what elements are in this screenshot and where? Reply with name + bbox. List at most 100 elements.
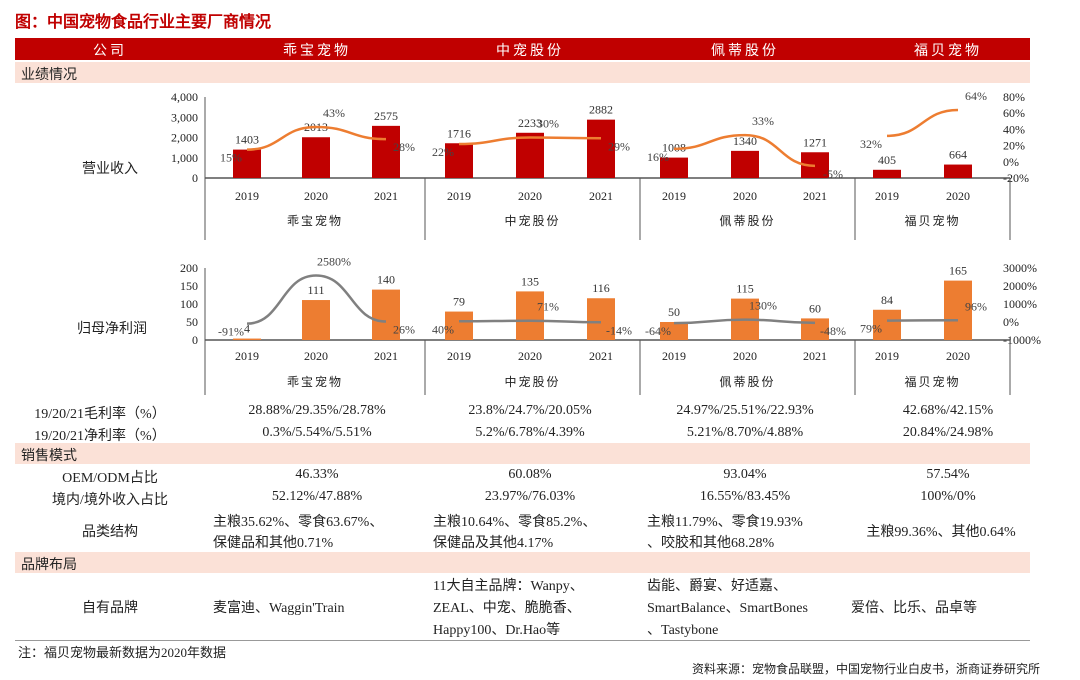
net-margin-3: 5.21%/8.70%/4.88%	[686, 425, 804, 440]
growth-line	[673, 318, 816, 325]
header-company-4: 福贝宠物	[914, 44, 982, 59]
x-tick-label: 2019	[447, 189, 471, 203]
bar-value-label: 116	[592, 281, 610, 295]
growth-label: 43%	[323, 106, 345, 120]
bar	[302, 300, 330, 340]
bar	[587, 119, 615, 178]
growth-label: 96%	[965, 299, 987, 313]
growth-label: -48%	[820, 324, 846, 338]
header-company-2: 中宠股份	[496, 44, 564, 59]
group-label: 福贝宠物	[904, 213, 960, 228]
row-label-net-margin: 19/20/21净利率（%）	[34, 429, 166, 444]
domestic-2: 23.97%/76.03%	[484, 489, 576, 504]
domestic-1: 52.12%/47.88%	[271, 489, 363, 504]
bar	[944, 280, 972, 340]
growth-label: -91%	[218, 325, 244, 339]
brands-1: 麦富迪、Waggin'Train	[213, 601, 345, 616]
bar	[516, 132, 544, 178]
x-tick-label: 2020	[518, 349, 542, 363]
domestic-3: 16.55%/83.45%	[699, 489, 791, 504]
category-2-line1: 主粮10.64%、零食85.2%、	[433, 515, 597, 530]
x-tick-label: 2020	[946, 349, 970, 363]
growth-label: 33%	[752, 114, 774, 128]
brands-2-line1: 11大自主品牌：Wanpy、	[433, 579, 584, 594]
brands-2-line2: ZEAL、中宠、脆脆香、	[433, 601, 581, 616]
bar-value-label: 115	[736, 282, 754, 296]
category-1-line1: 主粮35.62%、零食63.67%、	[213, 515, 384, 530]
growth-line	[246, 274, 387, 325]
growth-label: 79%	[860, 322, 882, 336]
x-tick-label: 2019	[875, 349, 899, 363]
bar-value-label: 140	[377, 273, 395, 287]
group-label: 乖宝宠物	[287, 213, 343, 228]
bar	[944, 164, 972, 178]
growth-label: 16%	[647, 150, 669, 164]
growth-line	[458, 319, 602, 324]
domestic-4: 100%/0%	[920, 489, 976, 504]
bar	[731, 150, 759, 178]
growth-label: -5%	[823, 167, 843, 181]
bar	[660, 157, 688, 178]
y-tick-label: 0	[192, 171, 198, 185]
bar-value-label: 165	[949, 264, 967, 278]
growth-line	[886, 108, 959, 138]
row-label-category: 品类结构	[82, 525, 138, 540]
y2-tick-label: 60%	[1003, 106, 1025, 120]
row-label-domestic: 境内/境外收入占比	[52, 493, 168, 508]
bar	[587, 298, 615, 340]
group-label: 福贝宠物	[904, 374, 960, 389]
y2-tick-label: -1000%	[1003, 333, 1041, 347]
bar	[372, 289, 400, 340]
section-label: 销售模式	[21, 449, 77, 464]
growth-label: 2580%	[317, 255, 351, 269]
x-tick-label: 2021	[589, 349, 613, 363]
row-label-gross-margin: 19/20/21毛利率（%）	[34, 407, 166, 422]
y-tick-label: 2,000	[171, 131, 198, 145]
bar	[302, 137, 330, 178]
growth-label: 32%	[860, 137, 882, 151]
bar-value-label: 111	[307, 283, 324, 297]
bar-value-label: 50	[668, 305, 680, 319]
brands-3-line3: 、Tastybone	[647, 623, 719, 638]
brands-2-line3: Happy100、Dr.Hao等	[433, 623, 561, 638]
x-tick-label: 2020	[946, 189, 970, 203]
category-2-line2: 保健品及其他4.17%	[433, 536, 554, 551]
bar-value-label: 60	[809, 301, 821, 315]
growth-label: 30%	[537, 117, 559, 131]
bar-value-label: 2575	[374, 109, 398, 123]
group-label: 佩蒂股份	[719, 375, 775, 389]
x-tick-label: 2019	[235, 349, 259, 363]
x-tick-label: 2019	[662, 189, 686, 203]
category-1-line2: 保健品和其他0.71%	[213, 536, 334, 551]
header-company: 公司	[93, 44, 127, 59]
y2-tick-label: 2000%	[1003, 279, 1037, 293]
gross-margin-4: 42.68%/42.15%	[902, 403, 994, 418]
row-label-brands: 自有品牌	[82, 601, 138, 616]
y2-tick-label: 1000%	[1003, 297, 1037, 311]
bar	[660, 322, 688, 340]
bar	[516, 291, 544, 340]
section-brand-layout: 品牌布局	[15, 552, 1030, 573]
growth-label: 29%	[608, 139, 630, 153]
bar-value-label: 1403	[235, 133, 259, 147]
y-tick-label: 1,000	[171, 151, 198, 165]
x-tick-label: 2020	[304, 349, 328, 363]
x-tick-label: 2020	[733, 349, 757, 363]
row-label-revenue: 营业收入	[82, 162, 138, 177]
bar-value-label: 79	[453, 295, 465, 309]
x-tick-label: 2019	[875, 189, 899, 203]
net-margin-2: 5.2%/6.78%/4.39%	[475, 425, 585, 440]
section-sales-model: 销售模式	[15, 443, 1030, 464]
figure-title: 图：中国宠物食品行业主要厂商情况	[15, 12, 272, 31]
y-tick-label: 150	[180, 279, 198, 293]
growth-label: 22%	[432, 145, 454, 159]
category-4: 主粮99.36%、其他0.64%	[866, 525, 1016, 540]
x-tick-label: 2021	[374, 349, 398, 363]
footnote: 注：福贝宠物最新数据为2020年数据	[18, 645, 227, 660]
growth-label: 26%	[393, 323, 415, 337]
oem-4: 57.54%	[926, 467, 970, 482]
growth-label: 130%	[749, 299, 777, 313]
y-tick-label: 4,000	[171, 90, 198, 104]
bar	[233, 149, 261, 178]
